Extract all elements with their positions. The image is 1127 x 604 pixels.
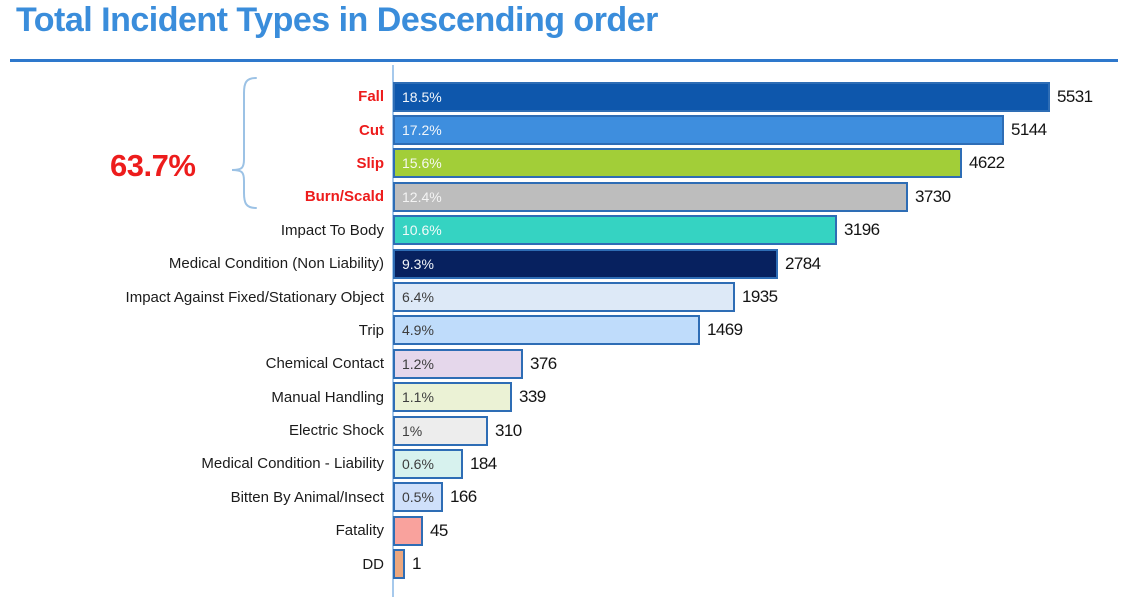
category-label: Bitten By Animal/Insect [230,488,384,506]
bar-pct-label: 1% [402,422,423,439]
bar-row: Fall 18.5% 5531 [0,80,1127,113]
bar: 9.3% [393,248,778,279]
bar-row: Impact To Body 10.6% 3196 [0,214,1127,247]
category-label: Medical Condition - Liability [201,455,384,473]
bar-value-label: 5531 [1057,86,1093,106]
bar-pct-label: 18.5% [402,88,442,105]
bar-value-label: 45 [430,520,448,540]
bar-track: 45 [393,515,1127,546]
bar-value-label: 1469 [707,320,743,340]
bar: 18.5% [393,81,1050,112]
bar-row: Electric Shock 1% 310 [0,414,1127,447]
bar: 0.6% [393,448,463,479]
category-label: Chemical Contact [265,355,384,373]
bar-value-label: 376 [530,353,557,373]
bar-track: 17.2% 5144 [393,115,1127,146]
bar-pct-label: 1.2% [402,355,434,372]
bar-value-label: 4622 [969,153,1005,173]
bar-row: Burn/Scald 12.4% 3730 [0,180,1127,213]
bar-track: 0.6% 184 [393,448,1127,479]
bar: 12.4% [393,181,908,212]
bar-rows: Fall 18.5% 5531 Cut 17.2% 5144 Slip 15.6% 4622 Bu… [0,80,1127,581]
bar-value-label: 3196 [844,220,880,240]
category-label: Impact Against Fixed/Stationary Object [125,288,384,306]
bar-value-label: 5144 [1011,120,1047,140]
bar-row: DD 1 [0,547,1127,580]
bar-value-label: 166 [450,487,477,507]
chart-title: Total Incident Types in Descending order [16,1,658,39]
bar-track: 10.6% 3196 [393,215,1127,246]
bar-row: Impact Against Fixed/Stationary Object 6.… [0,280,1127,313]
bar-row: Bitten By Animal/Insect 0.5% 166 [0,481,1127,514]
bar: 1.2% [393,348,523,379]
bar-pct-label: 0.6% [402,455,434,472]
category-label: Fatality [335,522,384,540]
bar-pct-label: 9.3% [402,255,434,272]
bar-track: 4.9% 1469 [393,315,1127,346]
bar-value-label: 310 [495,420,522,440]
bar-row: Cut 17.2% 5144 [0,113,1127,146]
category-label: DD [362,555,384,573]
bar-value-label: 184 [470,453,497,473]
bar-pct-label: 10.6% [402,222,442,239]
bar [393,549,405,580]
bar-row: Fatality 45 [0,514,1127,547]
bar-track: 9.3% 2784 [393,248,1127,279]
bar-track: 1.1% 339 [393,382,1127,413]
category-label: Trip [358,321,384,339]
bar-row: Slip 15.6% 4622 [0,147,1127,180]
bar: 10.6% [393,215,837,246]
bar-track: 1% 310 [393,415,1127,446]
bar-pct-label: 12.4% [402,188,442,205]
category-label: Burn/Scald [304,188,384,206]
bar: 1% [393,415,488,446]
category-label: Electric Shock [288,422,384,440]
bar-track: 6.4% 1935 [393,282,1127,313]
category-label: Medical Condition (Non Liability) [168,255,384,273]
bar-pct-label: 1.1% [402,389,434,406]
bar-row: Medical Condition (Non Liability) 9.3% 278… [0,247,1127,280]
bar-row: Manual Handling 1.1% 339 [0,381,1127,414]
bar-value-label: 1935 [742,287,778,307]
category-label: Impact To Body [280,221,384,239]
bar-track: 12.4% 3730 [393,181,1127,212]
bar-chart: Fall 18.5% 5531 Cut 17.2% 5144 Slip 15.6% 4622 Bu… [0,65,1127,597]
bar-row: Medical Condition - Liability 0.6% 184 [0,447,1127,480]
bar-track: 15.6% 4622 [393,148,1127,179]
bar-track: 1.2% 376 [393,348,1127,379]
bar-value-label: 1 [412,554,421,574]
category-label: Cut [359,121,384,139]
bar-pct-label: 0.5% [402,489,434,506]
bar-track: 0.5% 166 [393,482,1127,513]
bar-pct-label: 4.9% [402,322,434,339]
bar-track: 1 [393,549,1127,580]
bar: 6.4% [393,282,735,313]
bar: 17.2% [393,115,1004,146]
bar-value-label: 339 [519,387,546,407]
title-underline [10,59,1118,62]
category-label: Slip [356,154,384,172]
category-label: Manual Handling [271,388,384,406]
bar-pct-label: 17.2% [402,122,442,139]
bar-pct-label: 6.4% [402,289,434,306]
category-label: Fall [358,88,384,106]
bar [393,515,423,546]
bar-track: 18.5% 5531 [393,81,1127,112]
bar: 15.6% [393,148,962,179]
bar-row: Chemical Contact 1.2% 376 [0,347,1127,380]
bar-value-label: 3730 [915,186,951,206]
bar-pct-label: 15.6% [402,155,442,172]
bar-row: Trip 4.9% 1469 [0,314,1127,347]
bar-value-label: 2784 [785,253,821,273]
bar: 4.9% [393,315,700,346]
bar: 1.1% [393,382,512,413]
bar: 0.5% [393,482,443,513]
